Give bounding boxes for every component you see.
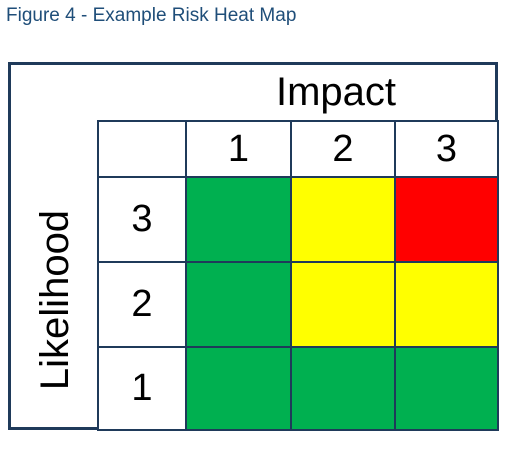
likelihood-header-1: 1: [99, 348, 187, 431]
risk-cell-l3-i2: [292, 178, 396, 263]
risk-cell-l2-i2: [292, 263, 396, 348]
risk-cell-l1-i3: [396, 348, 499, 431]
risk-cell-l1-i2: [292, 348, 396, 431]
heat-map-grid: 1 2 3 3 2 1: [97, 120, 499, 431]
impact-header-2: 2: [292, 122, 396, 178]
risk-cell-l2-i3: [396, 263, 499, 348]
risk-cell-l2-i1: [187, 263, 292, 348]
likelihood-axis-label: Likelihood: [33, 209, 77, 391]
likelihood-header-3: 3: [99, 178, 187, 263]
impact-header-3: 3: [396, 122, 499, 178]
figure-caption: Figure 4 - Example Risk Heat Map: [6, 5, 297, 26]
impact-header-1: 1: [187, 122, 292, 178]
corner-cell: [99, 122, 187, 178]
risk-cell-l3-i1: [187, 178, 292, 263]
risk-cell-l1-i1: [187, 348, 292, 431]
impact-axis-label: Impact: [276, 70, 397, 114]
likelihood-header-2: 2: [99, 263, 187, 348]
risk-cell-l3-i3: [396, 178, 499, 263]
